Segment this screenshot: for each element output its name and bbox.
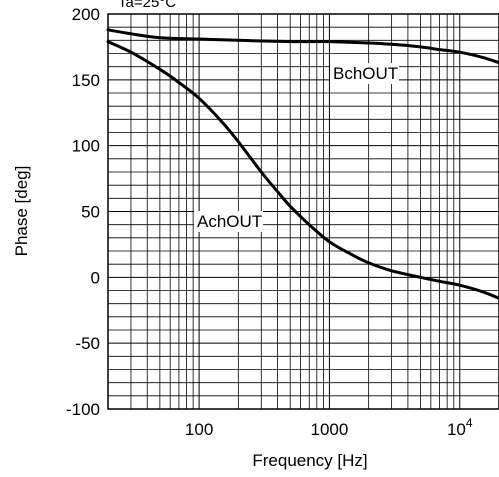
y-tick-label: 200	[72, 5, 100, 24]
y-axis-title: Phase [deg]	[12, 166, 31, 257]
y-tick-label: 0	[91, 268, 100, 287]
x-tick-label: 104	[447, 416, 473, 439]
series-line-bchout	[106, 28, 499, 65]
y-tick-label: 100	[72, 137, 100, 156]
x-axis-title: Frequency [Hz]	[252, 451, 367, 470]
series-label-bchout-text: BchOUT	[333, 64, 398, 83]
series-line-achout	[106, 40, 499, 300]
series-label-achout-text: AchOUT	[197, 212, 262, 231]
grid	[108, 14, 499, 409]
x-tick-label: 100	[185, 420, 213, 439]
plot-frame	[107, 13, 499, 410]
series-layer	[106, 28, 499, 300]
temperature-note: Ta=25°C	[118, 0, 176, 11]
x-tick-label: 1000	[311, 420, 349, 439]
tick-labels: -100 -50 0 50 100 150 200 100 1000 104	[66, 5, 473, 439]
series-label-bchout: BchOUT	[330, 63, 399, 84]
y-tick-label: -50	[75, 334, 100, 353]
y-tick-label: 150	[72, 71, 100, 90]
y-tick-label: -100	[66, 400, 100, 419]
y-tick-label: 50	[81, 203, 100, 222]
series-label-achout: AchOUT	[194, 211, 263, 232]
